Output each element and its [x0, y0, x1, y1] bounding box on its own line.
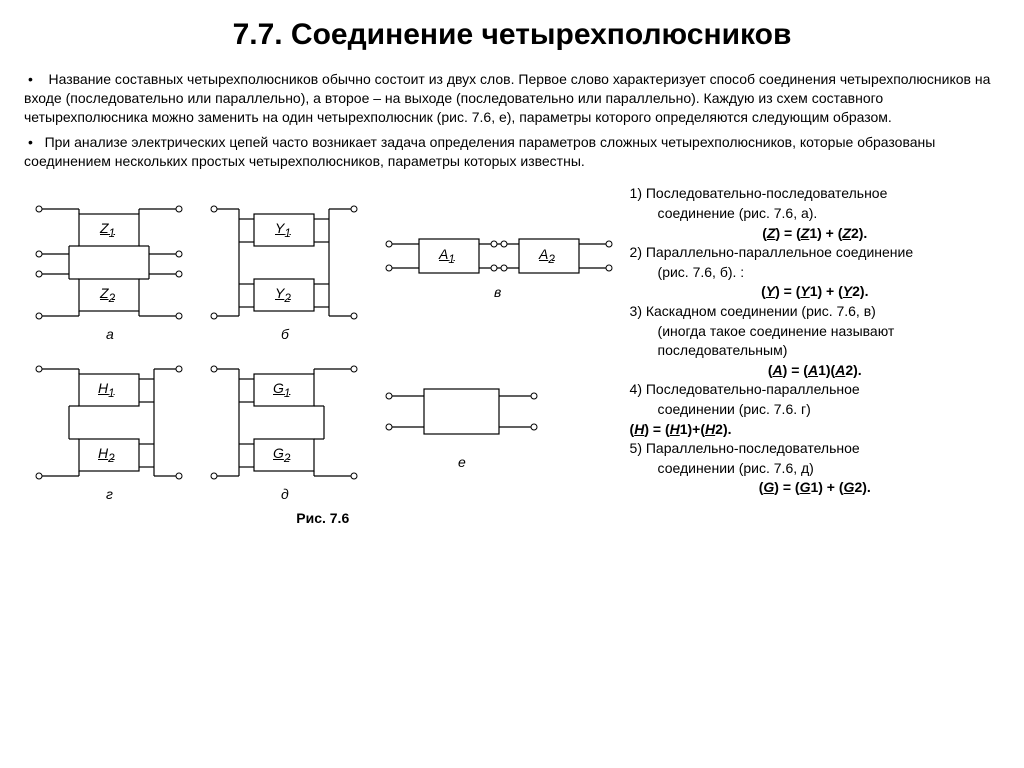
diag-v-right: A2: [539, 246, 555, 266]
diag-g-lbl: г: [106, 486, 113, 502]
diag-b-lbl: б: [281, 326, 289, 342]
diagram-v: A1 A2 в: [374, 184, 619, 344]
diag-a-bot: Z2: [100, 285, 115, 305]
diag-d-bot: G2: [273, 445, 290, 465]
diag-a-top: Z1: [100, 220, 115, 240]
diagram-d: G1 G2 д: [199, 344, 374, 504]
item-3b: (иногда такое соединение называют: [658, 322, 1000, 342]
page-title: 7.7. Соединение четырехполюсников: [24, 18, 1000, 52]
item-3: 3) Каскадном соединении (рис. 7.6, в): [630, 302, 1000, 322]
paragraph-1: • Название составных четырехполюсников о…: [24, 70, 1000, 127]
eq-1: (Z) = (Z1) + (Z2).: [630, 224, 1000, 244]
diagram-a-svg: [24, 184, 199, 344]
diag-g-top: H1: [98, 380, 115, 400]
diagram-v-svg: [374, 184, 619, 344]
diagram-b-svg: [199, 184, 374, 344]
diag-b-top: Y1: [275, 220, 291, 240]
diag-b-bot: Y2: [275, 285, 291, 305]
diag-d-top: G1: [273, 380, 290, 400]
diagram-d-svg: [199, 344, 374, 504]
item-2b: (рис. 7.6, б). :: [658, 263, 1000, 283]
diagram-a: Z1 Z2 а: [24, 184, 199, 344]
eq-4: (H) = (H1)+(H2).: [630, 420, 1000, 440]
para1-text: Название составных четырехполюсников обы…: [24, 71, 990, 125]
diagram-g-svg: [24, 344, 199, 504]
diag-v-lbl: в: [494, 284, 501, 300]
para2-text: При анализе электрических цепей часто во…: [24, 134, 935, 169]
item-5: 5) Параллельно-последовательное: [630, 439, 1000, 459]
diagram-e: е: [374, 344, 549, 504]
diag-e-lbl: е: [458, 454, 466, 470]
diag-a-lbl: а: [106, 326, 114, 342]
diag-g-bot: H2: [98, 445, 115, 465]
item-1a: 1) Последовательно-последовательное: [630, 184, 1000, 204]
diagrams-area: Z1 Z2 а: [24, 184, 622, 526]
diagram-g: H1 H2 г: [24, 344, 199, 504]
bullet-2: •: [28, 134, 33, 150]
eq-3: (A) = (A1)(A2).: [630, 361, 1000, 381]
paragraph-2: • При анализе электрических цепей часто …: [24, 133, 1000, 171]
item-2: 2) Параллельно-параллельное соединение: [630, 243, 1000, 263]
diagram-e-svg: [374, 344, 549, 504]
equations-list: 1) Последовательно-последовательное соед…: [622, 184, 1000, 526]
figure-caption: Рис. 7.6: [24, 510, 622, 526]
item-3c: последовательным): [658, 341, 1000, 361]
bullet-1: •: [28, 71, 33, 87]
diagram-b: Y1 Y2 б: [199, 184, 374, 344]
diag-v-left: A1: [439, 246, 455, 266]
item-1b: соединение (рис. 7.6, а).: [658, 204, 1000, 224]
item-4b: соединении (рис. 7.6. г): [658, 400, 1000, 420]
eq-5: (G) = (G1) + (G2).: [630, 478, 1000, 498]
eq-2: (Y) = (Y1) + (Y2).: [630, 282, 1000, 302]
item-5b: соединении (рис. 7.6, д): [658, 459, 1000, 479]
diag-d-lbl: д: [281, 486, 289, 502]
item-4: 4) Последовательно-параллельное: [630, 380, 1000, 400]
